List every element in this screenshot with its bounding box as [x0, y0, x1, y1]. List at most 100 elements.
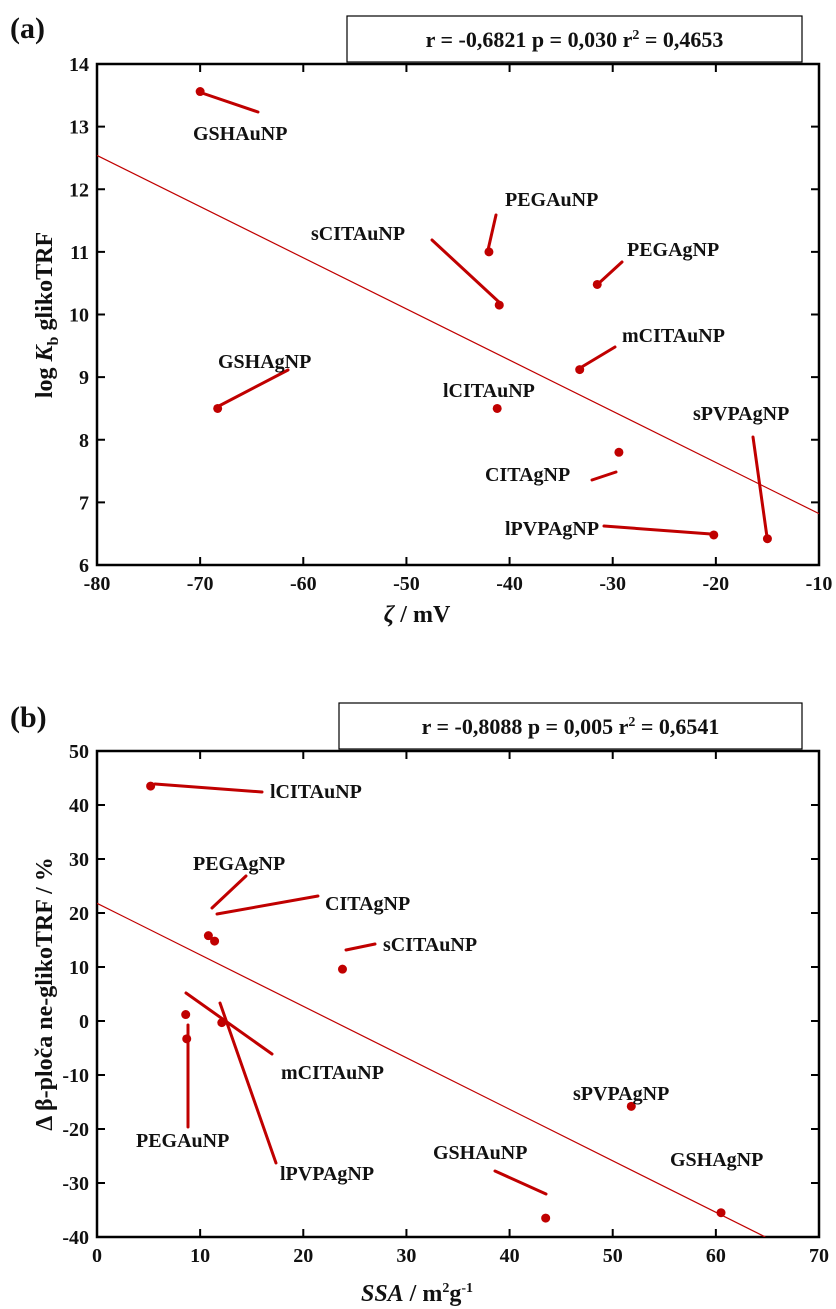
- x-tick-label: -50: [393, 573, 420, 595]
- y-tick-label: 13: [69, 117, 89, 139]
- y-tick-label: -10: [62, 1065, 89, 1087]
- leader-line: [215, 368, 290, 409]
- x-tick-label: 0: [92, 1245, 102, 1267]
- point-label: lPVPAgNP: [280, 1163, 374, 1185]
- x-tick-label: 30: [396, 1245, 416, 1267]
- x-tick-label: 70: [809, 1245, 829, 1267]
- y-axis-title: log Kb glikoTRF: [32, 232, 62, 398]
- leader-line: [430, 238, 502, 305]
- stats-box: [338, 702, 803, 750]
- leader-line: [590, 470, 618, 482]
- x-tick-label: -10: [806, 573, 833, 595]
- x-tick-label: 50: [603, 1245, 623, 1267]
- point-label: PEGAuNP: [505, 189, 598, 211]
- point-label: sPVPAgNP: [573, 1083, 669, 1105]
- data-point: [337, 964, 347, 974]
- point-label: sCITAuNP: [311, 223, 405, 245]
- y-tick-label: 20: [69, 903, 89, 925]
- data-point: [210, 936, 220, 946]
- x-tick-label: -30: [599, 573, 626, 595]
- x-tick-label: 20: [293, 1245, 313, 1267]
- y-tick-label: -30: [62, 1173, 89, 1195]
- point-label: GSHAuNP: [193, 123, 287, 145]
- y-tick-label: -40: [62, 1227, 89, 1249]
- x-tick-label: -60: [290, 573, 317, 595]
- point-label: CITAgNP: [485, 464, 570, 486]
- leader-line: [218, 1001, 278, 1165]
- leader-line: [210, 874, 248, 910]
- regression-line: [97, 154, 819, 515]
- panel-letter: (a): [10, 12, 45, 45]
- point-label: GSHAgNP: [218, 351, 311, 373]
- regression-line: [97, 902, 766, 1237]
- point-label: sPVPAgNP: [693, 403, 789, 425]
- leader-line: [596, 260, 624, 286]
- chart-panel-b: (b) r = -0,8088 p = 0,005 r2 = 0,6541 0 10 2…: [10, 701, 829, 1307]
- data-point: [217, 1018, 227, 1028]
- x-axis-title: SSA / m2g-1: [361, 1281, 473, 1307]
- panel-letter: (b): [10, 701, 47, 734]
- y-tick-label: 40: [69, 795, 89, 817]
- plot-frame: [95, 749, 821, 1239]
- point-label: lPVPAgNP: [505, 518, 599, 540]
- data-point: [492, 403, 502, 413]
- y-tick-label: 14: [69, 54, 89, 76]
- leader-line: [344, 942, 377, 952]
- data-point: [195, 87, 205, 97]
- y-tick-label: 10: [69, 957, 89, 979]
- data-point: [146, 781, 156, 791]
- point-label: mCITAuNP: [622, 325, 725, 347]
- point-label: lCITAuNP: [443, 380, 535, 402]
- y-tick-label: 11: [70, 242, 89, 264]
- point-label: PEGAgNP: [627, 239, 719, 261]
- stats-box: [346, 15, 803, 63]
- stats-text: r = -0,6821 p = 0,030 r2 = 0,4653: [426, 27, 724, 52]
- x-tick-label: -40: [496, 573, 523, 595]
- data-point: [614, 447, 624, 457]
- x-tick-label: -80: [84, 573, 111, 595]
- y-tick-label: 9: [79, 367, 89, 389]
- y-tick-label: 30: [69, 849, 89, 871]
- point-label: GSHAuNP: [433, 1142, 527, 1164]
- x-tick-label: 60: [706, 1245, 726, 1267]
- y-tick-label: 10: [69, 305, 89, 327]
- y-tick-label: 12: [69, 179, 89, 201]
- point-label: GSHAgNP: [670, 1149, 763, 1171]
- point-label: PEGAgNP: [193, 853, 285, 875]
- data-point: [626, 1101, 636, 1111]
- data-point: [762, 534, 772, 544]
- y-tick-label: 8: [79, 430, 89, 452]
- leader-line: [602, 524, 713, 536]
- point-label: CITAgNP: [325, 893, 410, 915]
- x-axis-title: ζ / mV: [384, 602, 451, 628]
- data-point: [203, 931, 213, 941]
- leader-line: [215, 894, 320, 916]
- leader-line: [486, 213, 498, 252]
- leader-line: [751, 435, 769, 539]
- leader-line: [493, 1169, 548, 1196]
- data-point: [181, 1010, 191, 1020]
- y-tick-label: 50: [69, 741, 89, 763]
- data-point: [213, 403, 223, 413]
- data-point: [709, 530, 719, 540]
- point-label: lCITAuNP: [270, 781, 362, 803]
- data-point: [575, 365, 585, 375]
- point-label: PEGAuNP: [136, 1130, 229, 1152]
- y-tick-label: 6: [79, 555, 89, 577]
- data-point: [484, 247, 494, 257]
- leader-line: [200, 91, 260, 114]
- y-axis-title: Δ β-ploča ne-glikoTRF / %: [32, 857, 58, 1130]
- x-tick-label: -70: [187, 573, 214, 595]
- leader-line: [184, 991, 274, 1056]
- leader-line: [153, 782, 264, 794]
- data-point: [494, 300, 504, 310]
- x-tick-label: 10: [190, 1245, 210, 1267]
- point-label: mCITAuNP: [281, 1062, 384, 1084]
- leader-line: [578, 345, 617, 370]
- y-tick-label: -20: [62, 1119, 89, 1141]
- data-point: [541, 1213, 551, 1223]
- data-point: [592, 279, 602, 289]
- x-tick-label: 40: [500, 1245, 520, 1267]
- stats-text: r = -0,8088 p = 0,005 r2 = 0,6541: [422, 714, 720, 739]
